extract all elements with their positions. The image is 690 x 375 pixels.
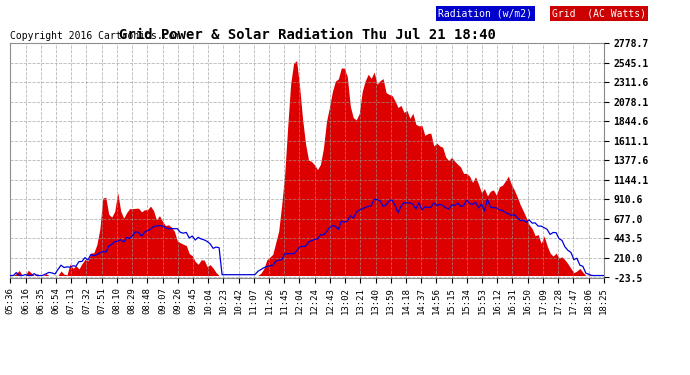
Text: Copyright 2016 Cartronics.com: Copyright 2016 Cartronics.com bbox=[10, 32, 181, 41]
Text: Grid  (AC Watts): Grid (AC Watts) bbox=[552, 8, 646, 18]
Text: Radiation (w/m2): Radiation (w/m2) bbox=[438, 8, 532, 18]
Title: Grid Power & Solar Radiation Thu Jul 21 18:40: Grid Power & Solar Radiation Thu Jul 21 … bbox=[119, 28, 495, 42]
